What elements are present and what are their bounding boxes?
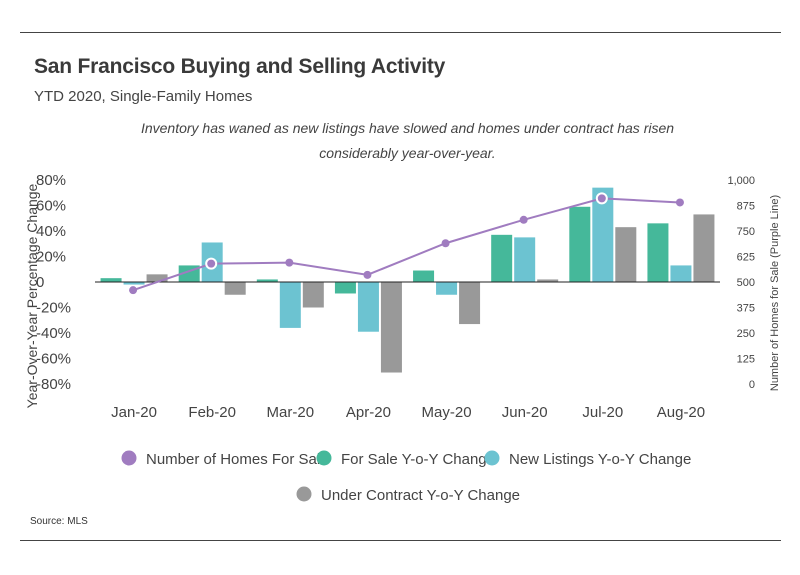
x-tick-label: Jan-20 <box>111 404 157 421</box>
y-right-tick-label: 500 <box>737 277 755 289</box>
bar-under-contract-y-o-y-change <box>693 214 715 282</box>
y-right-tick-label: 0 <box>749 379 755 391</box>
source-note: Source: MLS <box>30 516 88 527</box>
x-tick-label: Aug-20 <box>657 404 705 421</box>
legend-label-number-of-homes-for-sale: Number of Homes For Sale <box>146 451 329 468</box>
bar-under-contract-y-o-y-change <box>380 282 402 373</box>
legend-marker-under-contract-y-o-y-change <box>296 486 312 502</box>
legend-label-under-contract-y-o-y-change: Under Contract Y-o-Y Change <box>321 487 520 504</box>
bar-new-listings-y-o-y-change <box>670 265 692 282</box>
x-tick-label: Apr-20 <box>346 404 391 421</box>
x-tick-label: May-20 <box>422 404 472 421</box>
line-point-homes-for-sale <box>595 192 608 205</box>
bar-under-contract-y-o-y-change <box>459 282 481 325</box>
y-right-tick-label: 250 <box>737 328 755 340</box>
y-left-tick-label: 0 <box>36 274 44 291</box>
y-right-tick-label: 875 <box>737 201 755 213</box>
bar-under-contract-y-o-y-change <box>302 282 324 308</box>
y-left-tick-label: -80% <box>36 376 71 393</box>
chart-title: San Francisco Buying and Selling Activit… <box>34 55 446 78</box>
line-point-homes-for-sale <box>519 215 528 224</box>
bar-for-sale-y-o-y-change <box>413 270 435 282</box>
y-left-tick-label: -20% <box>36 300 71 317</box>
line-point-homes-for-sale <box>285 258 294 267</box>
x-tick-label: Jul-20 <box>582 404 623 421</box>
y-left-tick-label: -60% <box>36 351 71 368</box>
line-point-homes-for-sale <box>129 286 138 295</box>
y-left-tick-label: -40% <box>36 325 71 342</box>
bar-new-listings-y-o-y-change <box>123 282 145 285</box>
y-right-tick-label: 750 <box>737 226 755 238</box>
bar-for-sale-y-o-y-change <box>569 206 591 282</box>
bar-new-listings-y-o-y-change <box>592 187 614 282</box>
legend-marker-new-listings-y-o-y-change <box>484 450 500 466</box>
line-point-homes-for-sale <box>675 198 684 207</box>
bar-under-contract-y-o-y-change <box>537 279 559 282</box>
y-left-tick-label: 40% <box>36 223 66 240</box>
bar-under-contract-y-o-y-change <box>615 227 637 282</box>
y-right-axis-title: Number of Homes for Sale (Purple Line) <box>769 195 781 391</box>
legend-marker-number-of-homes-for-sale <box>121 450 137 466</box>
bar-for-sale-y-o-y-change <box>647 223 669 282</box>
bar-for-sale-y-o-y-change <box>256 279 278 282</box>
chart-annotation: Inventory has waned as new listings have… <box>140 120 675 161</box>
line-point-homes-for-sale <box>363 270 372 279</box>
legend-marker-for-sale-y-o-y-change <box>316 450 332 466</box>
bottom-rule <box>20 540 781 541</box>
bar-new-listings-y-o-y-change <box>279 282 301 328</box>
y-left-tick-label: 60% <box>36 198 66 215</box>
bar-under-contract-y-o-y-change <box>146 274 168 282</box>
bar-new-listings-y-o-y-change <box>357 282 379 332</box>
line-point-homes-for-sale <box>205 257 218 270</box>
y-right-tick-label: 125 <box>737 354 755 366</box>
top-rule <box>20 32 781 33</box>
bar-for-sale-y-o-y-change <box>491 234 513 282</box>
y-left-tick-label: 20% <box>36 249 66 266</box>
legend-label-new-listings-y-o-y-change: New Listings Y-o-Y Change <box>509 451 691 468</box>
line-homes-for-sale <box>132 197 680 292</box>
y-left-tick-label: 80% <box>36 172 66 189</box>
chart-subtitle: YTD 2020, Single-Family Homes <box>34 88 253 105</box>
legend-label-for-sale-y-o-y-change: For Sale Y-o-Y Change <box>341 451 495 468</box>
bar-new-listings-y-o-y-change <box>436 282 458 295</box>
x-tick-label: Mar-20 <box>267 404 315 421</box>
y-right-tick-label: 375 <box>737 303 755 315</box>
x-tick-label: Feb-20 <box>188 404 236 421</box>
x-tick-label: Jun-20 <box>502 404 548 421</box>
bar-for-sale-y-o-y-change <box>100 278 122 282</box>
bar-for-sale-y-o-y-change <box>334 282 356 294</box>
y-right-tick-label: 1,000 <box>727 175 755 187</box>
bar-under-contract-y-o-y-change <box>224 282 246 295</box>
line-point-homes-for-sale <box>441 239 450 248</box>
y-right-tick-label: 625 <box>737 252 755 264</box>
bar-new-listings-y-o-y-change <box>514 237 536 282</box>
y-left-axis-title: Year-Over-Year Percentage Change <box>24 183 40 408</box>
